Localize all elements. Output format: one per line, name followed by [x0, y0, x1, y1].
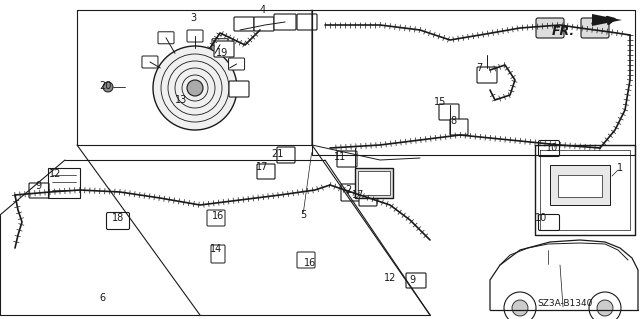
FancyBboxPatch shape — [257, 164, 275, 179]
Text: 13: 13 — [175, 95, 187, 105]
FancyBboxPatch shape — [439, 104, 459, 120]
Text: 17: 17 — [256, 162, 268, 172]
Text: 12: 12 — [384, 273, 396, 283]
FancyBboxPatch shape — [229, 81, 249, 97]
FancyBboxPatch shape — [550, 165, 610, 205]
FancyBboxPatch shape — [187, 30, 203, 42]
Text: 4: 4 — [260, 5, 266, 15]
FancyBboxPatch shape — [450, 119, 468, 135]
FancyBboxPatch shape — [358, 171, 390, 195]
Circle shape — [103, 82, 113, 92]
Text: 5: 5 — [300, 210, 306, 220]
Polygon shape — [592, 14, 622, 26]
FancyBboxPatch shape — [558, 175, 602, 197]
FancyBboxPatch shape — [538, 214, 559, 231]
FancyBboxPatch shape — [228, 58, 244, 70]
Text: 10: 10 — [546, 143, 558, 153]
Text: 16: 16 — [212, 211, 224, 221]
Text: SZ3A-B1340: SZ3A-B1340 — [538, 299, 593, 308]
Text: 12: 12 — [49, 169, 61, 179]
FancyBboxPatch shape — [207, 210, 225, 226]
Text: 7: 7 — [476, 63, 482, 73]
Text: 1: 1 — [617, 163, 623, 173]
FancyBboxPatch shape — [158, 32, 174, 44]
FancyBboxPatch shape — [477, 67, 497, 83]
FancyBboxPatch shape — [214, 41, 234, 57]
Text: 9: 9 — [35, 181, 41, 191]
FancyBboxPatch shape — [297, 14, 317, 30]
Circle shape — [187, 80, 203, 96]
FancyBboxPatch shape — [212, 39, 228, 51]
FancyBboxPatch shape — [341, 184, 363, 201]
Text: 20: 20 — [99, 81, 111, 91]
Circle shape — [504, 292, 536, 319]
FancyBboxPatch shape — [359, 191, 377, 206]
Text: FR.: FR. — [552, 25, 575, 38]
Text: 16: 16 — [304, 258, 316, 268]
Text: 6: 6 — [99, 293, 105, 303]
Circle shape — [512, 300, 528, 316]
FancyBboxPatch shape — [581, 18, 609, 38]
Circle shape — [597, 300, 613, 316]
FancyBboxPatch shape — [234, 17, 254, 31]
Text: 17: 17 — [352, 190, 364, 200]
Text: 10: 10 — [535, 213, 547, 223]
Text: 11: 11 — [334, 152, 346, 162]
Text: 21: 21 — [271, 149, 283, 159]
FancyBboxPatch shape — [355, 168, 393, 198]
FancyBboxPatch shape — [142, 56, 158, 68]
FancyBboxPatch shape — [106, 212, 129, 229]
FancyBboxPatch shape — [277, 147, 295, 163]
Circle shape — [153, 46, 237, 130]
FancyBboxPatch shape — [337, 151, 357, 167]
FancyBboxPatch shape — [538, 140, 559, 157]
FancyBboxPatch shape — [274, 14, 296, 30]
Text: 2: 2 — [345, 185, 351, 195]
FancyBboxPatch shape — [254, 17, 274, 31]
FancyBboxPatch shape — [211, 245, 225, 263]
Text: 15: 15 — [434, 97, 446, 107]
Text: 3: 3 — [190, 13, 196, 23]
Text: 14: 14 — [210, 244, 222, 254]
Text: 9: 9 — [409, 275, 415, 285]
Text: 8: 8 — [450, 116, 456, 126]
Text: 19: 19 — [216, 48, 228, 58]
Circle shape — [589, 292, 621, 319]
FancyBboxPatch shape — [406, 273, 426, 288]
Text: 18: 18 — [112, 213, 124, 223]
FancyBboxPatch shape — [29, 183, 49, 198]
FancyBboxPatch shape — [297, 252, 315, 268]
FancyBboxPatch shape — [536, 18, 564, 38]
